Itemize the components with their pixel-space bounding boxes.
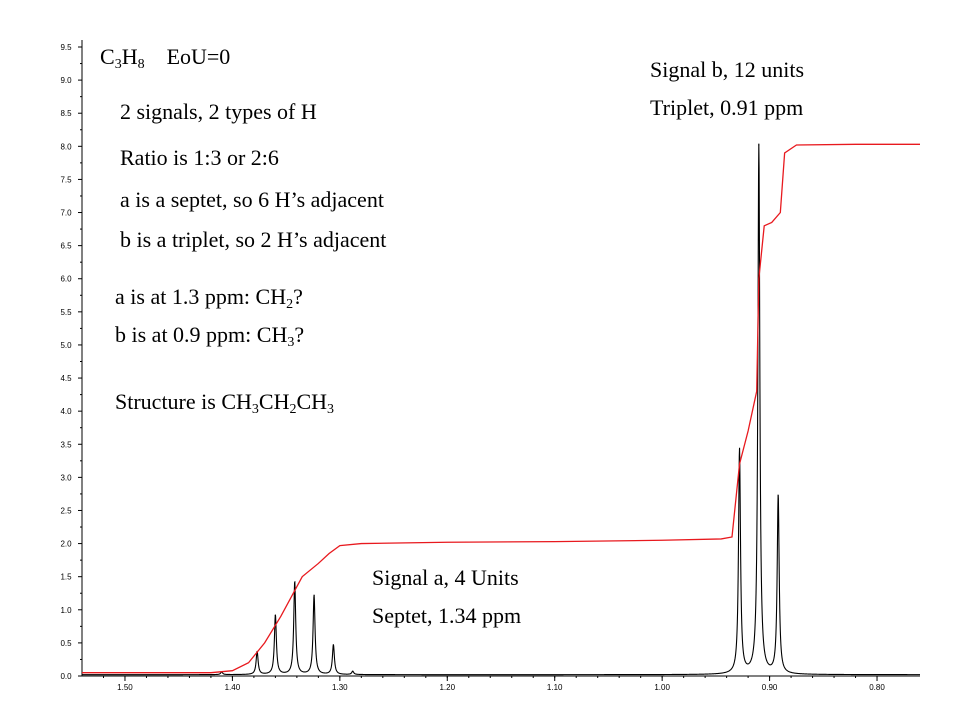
x-tick-label: 1.10 <box>547 683 563 692</box>
spectrum-peak <box>738 448 741 451</box>
y-tick-label: 6.5 <box>60 242 72 251</box>
spectrum-peak <box>777 495 779 497</box>
spectrum-peak <box>758 144 760 146</box>
y-tick-label: 5.0 <box>60 341 72 350</box>
y-axis-ticks: 0.0 0.5 1.0 1.5 2.0 2.5 3.0 3.5 4.0 4.5 5.0 5.5 6.0 6… <box>60 43 82 681</box>
y-tick-label: 5.5 <box>60 308 72 317</box>
x-tick-label: 1.20 <box>439 683 455 692</box>
y-tick-label: 7.0 <box>60 209 72 218</box>
y-tick-label: 8.0 <box>60 142 72 151</box>
y-tick-label: 0.0 <box>60 672 72 681</box>
y-tick-label: 9.5 <box>60 43 72 52</box>
signal-b-multiplicity: Triplet, 0.91 ppm <box>650 95 804 120</box>
signal-a-multiplicity: Septet, 1.34 ppm <box>372 603 522 628</box>
x-tick-label: 1.00 <box>654 683 670 692</box>
y-tick-label: 3.0 <box>60 473 72 482</box>
y-tick-label: 8.5 <box>60 109 72 118</box>
y-tick-label: 4.0 <box>60 407 72 416</box>
spectrum-peak <box>294 581 296 583</box>
signal-a-units: Signal a, 4 Units <box>372 565 519 590</box>
signals-count-note: 2 signals, 2 types of H <box>120 99 317 124</box>
integral-curve <box>82 143 920 674</box>
x-tick-label: 0.80 <box>869 683 885 692</box>
x-tick-label: 0.90 <box>762 683 778 692</box>
x-axis-ticks: 1.50 1.40 1.30 1.20 1.10 1.00 0.90 0.80 <box>102 676 885 692</box>
y-tick-label: 2.0 <box>60 540 72 549</box>
y-tick-label: 2.5 <box>60 506 72 515</box>
spectrum-peak <box>332 644 334 646</box>
spectrum-peak <box>352 670 354 672</box>
y-tick-label: 0.5 <box>60 639 72 648</box>
septet-note: a is a septet, so 6 H’s adjacent <box>120 187 384 212</box>
triplet-note: b is a triplet, so 2 H’s adjacent <box>120 227 387 252</box>
a-ppm-note: a is at 1.3 ppm: CH2? <box>115 284 303 312</box>
y-tick-label: 1.0 <box>60 606 72 615</box>
y-tick-label: 7.5 <box>60 175 72 184</box>
formula-label: C3H8 EoU=0 <box>100 44 231 72</box>
y-tick-label: 4.5 <box>60 374 72 383</box>
spectrum-peak <box>274 614 276 616</box>
y-tick-label: 9.0 <box>60 76 72 85</box>
x-tick-label: 1.40 <box>225 683 241 692</box>
spectrum-peak <box>313 594 315 596</box>
structure-note: Structure is CH3CH2CH3 <box>115 389 335 417</box>
b-ppm-note: b is at 0.9 ppm: CH3? <box>115 322 305 350</box>
x-tick-label: 1.30 <box>332 683 348 692</box>
chart-series <box>82 143 920 676</box>
x-tick-label: 1.50 <box>117 683 133 692</box>
signal-b-units: Signal b, 12 units <box>650 57 805 82</box>
y-tick-label: 6.0 <box>60 275 72 284</box>
ratio-note: Ratio is 1:3 or 2:6 <box>120 145 279 170</box>
y-tick-label: 3.5 <box>60 440 72 449</box>
y-tick-label: 1.5 <box>60 573 72 582</box>
